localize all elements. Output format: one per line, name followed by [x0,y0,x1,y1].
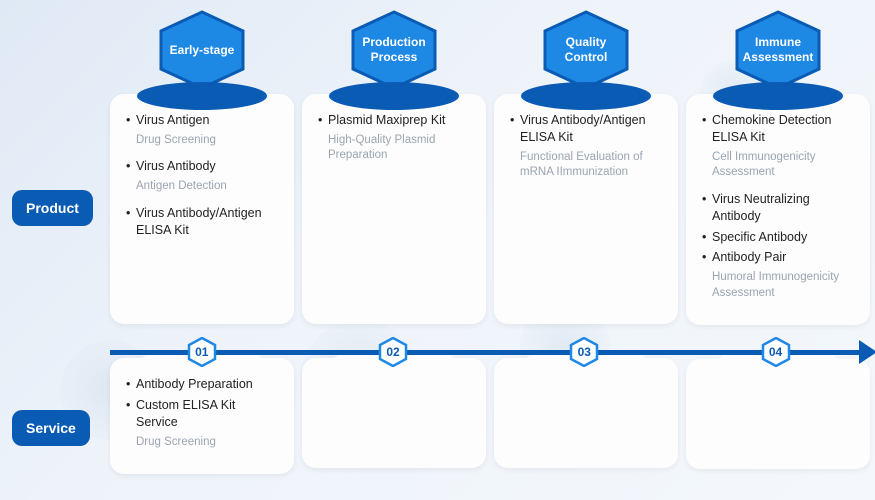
product-item: Virus Antibody [124,158,280,175]
service-label: Service [12,410,90,446]
timeline-line [110,350,863,355]
product-item-sub: Functional Evaluation of mRNA IImmunizat… [520,150,664,181]
product-item-sub: High-Quality Plasmid Preparation [328,133,472,164]
stage-hexagon-icon: Production Process [349,10,439,90]
stage-hexagon-icon: Early-stage [157,10,247,90]
service-card [302,358,486,468]
stage-hexagon-icon: Quality Control [541,10,631,90]
service-item: Antibody Preparation [124,376,280,393]
stage-column: Immune Assessment Chemokine Detection ELI… [686,10,870,474]
hex-base-ellipse [329,82,459,110]
timeline-number: 02 [378,337,408,367]
product-card: Virus Antibody/Antigen ELISA Kit Function… [494,94,678,324]
hex-base-ellipse [713,82,843,110]
product-item: Specific Antibody [700,229,856,246]
product-label: Product [12,190,93,226]
timeline-node: 03 [569,337,599,367]
service-item-sub: Drug Screening [136,435,280,451]
timeline-number: 04 [761,337,791,367]
product-item: Virus Antigen [124,112,280,129]
timeline-node: 01 [187,337,217,367]
product-card: Plasmid Maxiprep Kit High-Quality Plasmid… [302,94,486,324]
stage-column: Production Process Plasmid Maxiprep Kit Hi… [302,10,486,474]
service-card [686,359,870,469]
product-item: Plasmid Maxiprep Kit [316,112,472,129]
stages-row: Early-stageVirus AntigenDrug ScreeningVi… [110,10,870,474]
product-card: Virus Antigen Drug Screening Virus Antibod… [110,94,294,324]
product-item-sub: Cell Immunogenicity Assessment [712,150,856,181]
product-item-sub: Antigen Detection [136,179,280,195]
stage-title: Quality Control [541,35,631,65]
service-item: Custom ELISA Kit Service [124,397,280,431]
service-card: Antibody Preparation Custom ELISA Kit Ser… [110,358,294,474]
product-item-sub: Drug Screening [136,133,280,149]
product-card: Chemokine Detection ELISA Kit Cell Immuno… [686,94,870,325]
product-item-sub: Humoral Immunogenicity Assessment [712,270,856,301]
hex-base-ellipse [521,82,651,110]
hex-base-ellipse [137,82,267,110]
service-card [494,358,678,468]
timeline-node: 04 [761,337,791,367]
stage-title: Immune Assessment [733,35,823,65]
product-item: Antibody Pair [700,249,856,266]
timeline-arrow-icon [859,340,875,364]
product-item: Virus Antibody/Antigen ELISA Kit [508,112,664,146]
product-item: Virus Neutralizing Antibody [700,191,856,225]
stage-title: Early-stage [166,43,239,58]
timeline-number: 03 [569,337,599,367]
timeline-number: 01 [187,337,217,367]
stage-column: Quality Control Virus Antibody/Antigen EL… [494,10,678,474]
stage-title: Production Process [349,35,439,65]
product-item: Virus Antibody/Antigen ELISA Kit [124,205,280,239]
stage-hexagon-icon: Immune Assessment [733,10,823,90]
stage-column: Early-stageVirus AntigenDrug ScreeningVi… [110,10,294,474]
product-item: Chemokine Detection ELISA Kit [700,112,856,146]
timeline-node: 02 [378,337,408,367]
timeline: 01 02 03 04 [110,337,875,367]
